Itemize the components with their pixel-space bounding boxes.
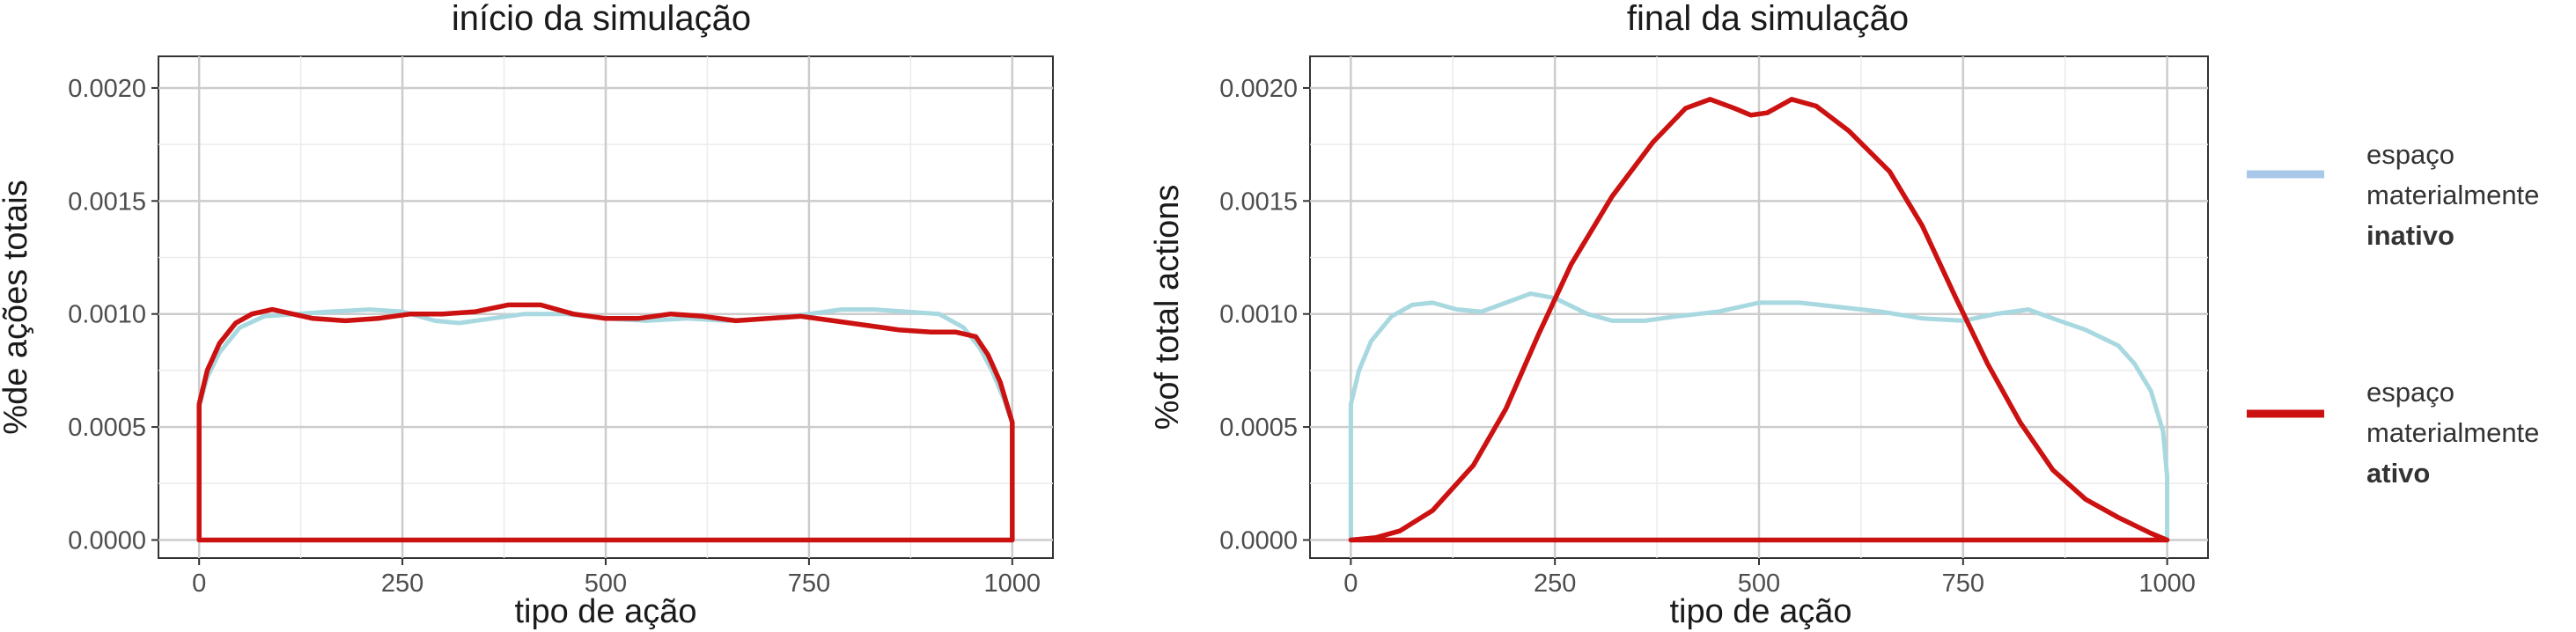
x-tick-label: 750 [788,570,830,598]
chart-title: início da simulação [452,0,751,38]
legend-label-line2: materialmente [2366,417,2539,448]
y-axis-ticks: 0.0000 0.0005 0.0010 0.0015 0.0020 [68,75,158,555]
y-tick-label: 0.0000 [1219,526,1298,555]
y-tick-label: 0.0015 [1219,187,1298,216]
x-tick-label: 1000 [2138,570,2196,598]
chart-title: final da simulação [1627,0,1909,38]
series-layer [196,302,1015,543]
x-tick-label: 0 [1343,570,1358,598]
x-tick-label: 500 [1738,570,1780,598]
legend-label-line3: inativo [2366,220,2455,251]
x-tick-label: 250 [1534,570,1576,598]
legend-item-active: espaço materialmente ativo [2247,377,2539,489]
chart-left: início da simulação 0 250 500 750 1000 0.000… [0,0,1054,630]
x-axis-title: tipo de ação [1669,593,1851,630]
x-tick-label: 250 [381,570,423,598]
x-axis-ticks: 0 250 500 750 1000 [1343,558,2196,598]
legend-label-line3: ativo [2366,458,2430,489]
y-tick-label: 0.0005 [1219,414,1298,442]
legend-label-line1: espaço [2366,377,2455,408]
y-tick-label: 0.0005 [68,414,146,442]
x-axis-ticks: 0 250 500 750 1000 [192,558,1041,598]
legend-label-line2: materialmente [2366,180,2539,210]
y-axis-ticks: 0.0000 0.0005 0.0010 0.0015 0.0020 [1219,75,1310,555]
y-axis-title: %de ações totais [0,180,34,434]
series-line-active [1348,97,2170,543]
y-axis-title: %of total actions [1149,185,1186,430]
x-axis-title: tipo de ação [514,593,696,630]
y-tick-label: 0.0020 [1219,75,1298,103]
legend-label-line1: espaço [2366,139,2455,170]
series-layer [1348,97,2170,543]
y-tick-label: 0.0010 [68,301,146,329]
series-line-inactive [1348,291,2170,542]
x-tick-label: 1000 [984,570,1041,598]
y-tick-label: 0.0010 [1219,301,1298,329]
x-tick-label: 0 [192,570,206,598]
legend: espaço materialmente inativo espaço mate… [2247,139,2539,489]
y-tick-label: 0.0000 [68,526,146,555]
y-tick-label: 0.0015 [68,187,146,216]
series-line-active [196,302,1015,543]
legend-item-inactive: espaço materialmente inativo [2247,139,2539,251]
x-tick-label: 750 [1942,570,1984,598]
x-tick-label: 500 [585,570,627,598]
y-tick-label: 0.0020 [68,75,146,103]
chart-right: final da simulação 0 250 500 750 1000 0.0000… [1149,0,2209,630]
